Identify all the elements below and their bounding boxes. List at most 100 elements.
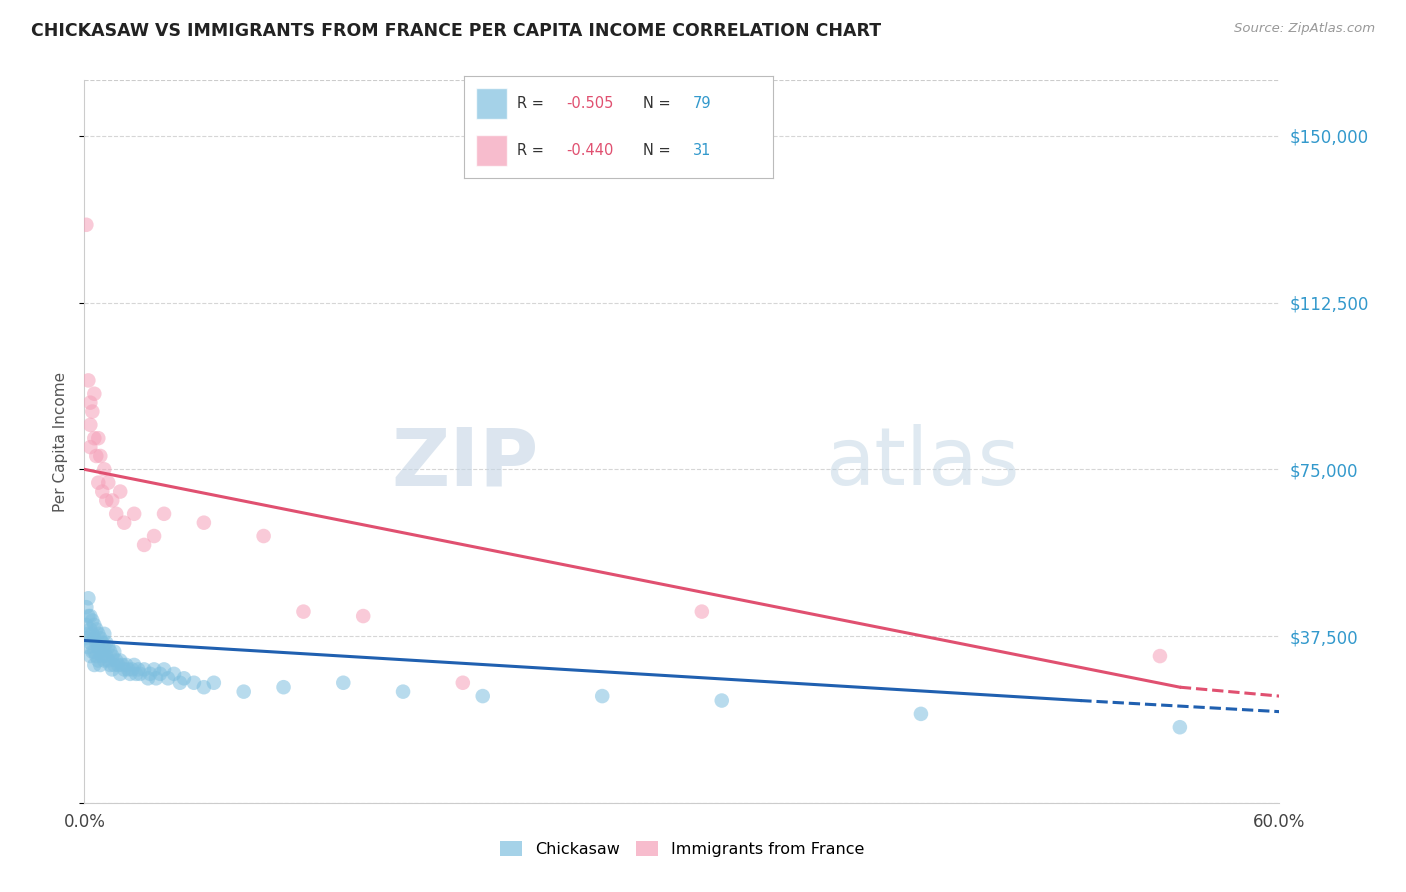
Point [110, 666, 132, 681]
Point [87, 640, 110, 655]
Point [105, 653, 128, 667]
Point [96, 493, 118, 508]
Point [89, 632, 111, 646]
Point [451, 675, 474, 690]
Point [86, 649, 108, 664]
Point [93, 640, 115, 655]
Point [86, 623, 108, 637]
Text: atlas: atlas [825, 425, 1019, 502]
Point [82, 627, 104, 641]
Point [143, 529, 166, 543]
Point [392, 684, 415, 698]
Point [77, 627, 100, 641]
Point [101, 649, 124, 664]
Point [98, 657, 121, 672]
Point [122, 657, 145, 672]
Point [710, 693, 733, 707]
Point [96, 636, 118, 650]
Point [83, 632, 105, 646]
Point [910, 706, 932, 721]
Point [112, 662, 135, 676]
Point [86, 636, 108, 650]
Point [105, 507, 128, 521]
Text: ZIP: ZIP [391, 425, 538, 502]
Point [153, 507, 176, 521]
Point [79, 395, 101, 409]
Point [89, 657, 111, 672]
Point [1168, 720, 1191, 734]
Point [232, 684, 254, 698]
Point [121, 662, 143, 676]
Point [91, 649, 114, 664]
Point [173, 671, 195, 685]
Legend: Chickasaw, Immigrants from France: Chickasaw, Immigrants from France [494, 835, 870, 863]
Point [98, 645, 121, 659]
Point [79, 636, 101, 650]
Text: -0.440: -0.440 [567, 144, 613, 158]
Point [193, 680, 215, 694]
Text: 79: 79 [693, 96, 711, 111]
Point [132, 662, 156, 676]
Point [139, 666, 162, 681]
Point [143, 662, 166, 676]
Point [101, 493, 124, 508]
Point [75, 218, 97, 232]
Point [352, 609, 374, 624]
Point [83, 645, 105, 659]
Point [117, 662, 139, 676]
Point [193, 516, 215, 530]
Point [202, 675, 225, 690]
Point [77, 373, 100, 387]
Point [89, 645, 111, 659]
Point [87, 627, 110, 641]
Text: R =: R = [516, 144, 544, 158]
Point [101, 662, 124, 676]
Point [122, 507, 145, 521]
Point [75, 618, 97, 632]
Point [75, 632, 97, 646]
Point [125, 666, 148, 681]
Text: 31: 31 [693, 144, 711, 158]
Point [97, 475, 120, 490]
Point [591, 689, 613, 703]
Point [83, 657, 105, 672]
Point [153, 662, 176, 676]
Point [169, 675, 191, 690]
Point [111, 657, 134, 672]
Point [89, 449, 111, 463]
Point [77, 640, 100, 655]
Point [91, 484, 114, 499]
Point [120, 666, 142, 681]
Point [183, 675, 205, 690]
Point [1149, 649, 1171, 664]
Point [145, 671, 167, 685]
Bar [477, 88, 508, 119]
Point [112, 516, 135, 530]
Bar [477, 136, 508, 166]
Text: N =: N = [644, 96, 671, 111]
Point [253, 529, 276, 543]
Point [79, 440, 101, 454]
Point [87, 431, 110, 445]
Point [103, 645, 125, 659]
Point [82, 614, 104, 628]
Point [129, 666, 152, 681]
Point [83, 386, 105, 401]
Point [79, 623, 101, 637]
Point [127, 662, 149, 676]
Point [82, 645, 104, 659]
Point [91, 636, 114, 650]
Text: CHICKASAW VS IMMIGRANTS FROM FRANCE PER CAPITA INCOME CORRELATION CHART: CHICKASAW VS IMMIGRANTS FROM FRANCE PER … [31, 22, 882, 40]
Text: R =: R = [516, 96, 544, 111]
Point [163, 666, 186, 681]
Y-axis label: Per Capita Income: Per Capita Income [53, 371, 69, 512]
Point [471, 689, 494, 703]
Point [115, 657, 138, 672]
Point [77, 609, 100, 624]
Point [97, 640, 120, 655]
Point [97, 653, 120, 667]
Point [87, 475, 110, 490]
Text: Source: ZipAtlas.com: Source: ZipAtlas.com [1234, 22, 1375, 36]
Point [86, 449, 108, 463]
Point [79, 649, 101, 664]
